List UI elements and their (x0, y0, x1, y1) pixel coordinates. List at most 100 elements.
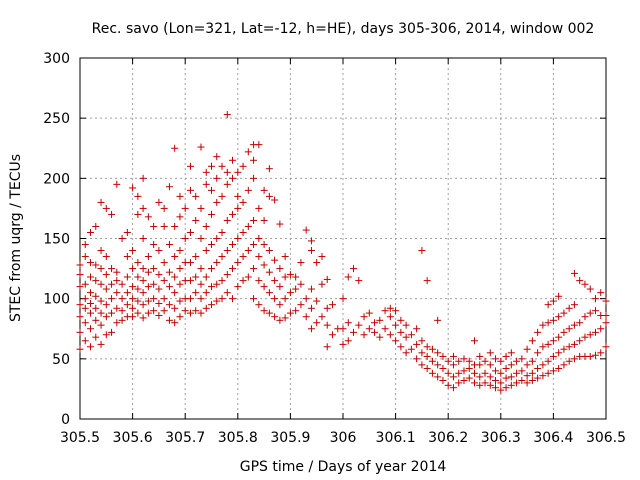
data-point (129, 265, 137, 273)
data-point (591, 351, 599, 359)
data-point (481, 379, 489, 387)
data-point (376, 333, 384, 341)
data-point (223, 180, 231, 188)
data-point (134, 285, 142, 293)
data-point (92, 333, 100, 341)
data-points (76, 111, 610, 394)
data-point (560, 328, 568, 336)
data-point (570, 321, 578, 329)
data-point (223, 216, 231, 224)
data-point (87, 273, 95, 281)
data-point (292, 307, 300, 315)
data-point (476, 373, 484, 381)
x-tick-label: 305.8 (218, 430, 258, 446)
data-point (208, 162, 215, 170)
data-point (513, 369, 521, 377)
data-point (129, 313, 137, 321)
data-point (176, 265, 184, 273)
data-point (392, 337, 400, 345)
data-point (244, 247, 252, 255)
data-point (523, 345, 531, 353)
data-point (281, 295, 289, 303)
data-point (160, 277, 168, 285)
data-point (350, 328, 358, 336)
data-point (307, 325, 315, 333)
data-point (281, 273, 289, 281)
data-point (197, 309, 205, 317)
data-point (218, 253, 226, 261)
data-point (197, 204, 205, 212)
data-point (565, 343, 573, 351)
data-point (234, 235, 242, 242)
data-point (576, 319, 584, 327)
data-point (144, 253, 152, 261)
data-point (528, 357, 536, 365)
data-point (434, 361, 442, 369)
data-point (139, 301, 147, 309)
data-point (97, 309, 105, 317)
data-point (570, 355, 578, 363)
data-point (513, 357, 521, 365)
data-point (581, 333, 589, 341)
data-point (134, 273, 142, 281)
x-tick-label: 306.4 (533, 430, 573, 446)
data-point (460, 376, 468, 384)
data-point (160, 204, 168, 212)
data-point (155, 312, 163, 320)
data-point (176, 247, 184, 255)
data-point (497, 369, 505, 377)
data-point (255, 235, 263, 242)
data-point (102, 331, 110, 339)
data-point (460, 355, 468, 363)
data-point (402, 321, 410, 329)
data-point (176, 313, 184, 321)
data-point (139, 174, 147, 182)
data-point (76, 328, 84, 336)
data-point (539, 343, 547, 351)
data-point (129, 184, 137, 192)
x-tick-label: 306 (330, 430, 357, 446)
data-point (602, 343, 610, 351)
data-point (260, 241, 268, 249)
data-point (208, 186, 215, 194)
data-point (123, 228, 131, 236)
data-point (113, 319, 121, 327)
data-point (213, 153, 221, 161)
data-point (265, 192, 273, 200)
data-point (286, 309, 294, 317)
data-point (386, 313, 394, 321)
data-point (76, 261, 84, 269)
data-point (328, 331, 336, 339)
data-point (97, 265, 105, 273)
data-point (281, 253, 289, 261)
data-point (165, 183, 173, 191)
data-point (176, 280, 184, 288)
y-tick-label: 250 (43, 111, 70, 127)
data-point (544, 301, 552, 309)
data-point (355, 277, 363, 285)
data-point (439, 364, 447, 372)
data-point (213, 198, 221, 206)
data-point (113, 268, 121, 276)
data-point (492, 384, 500, 392)
data-point (108, 280, 116, 288)
data-point (313, 297, 321, 305)
data-point (208, 265, 215, 273)
data-point (397, 316, 405, 324)
data-point (339, 325, 347, 333)
data-point (497, 357, 505, 365)
data-point (144, 309, 152, 317)
data-point (218, 192, 226, 200)
data-point (87, 343, 95, 351)
data-point (481, 357, 489, 365)
data-point (250, 295, 258, 303)
data-point (186, 228, 194, 236)
data-point (165, 301, 173, 309)
data-point (528, 376, 536, 384)
x-tick-label: 305.9 (270, 430, 310, 446)
data-point (218, 162, 226, 170)
data-point (555, 364, 563, 372)
data-point (523, 361, 531, 369)
data-point (360, 331, 368, 339)
data-point (355, 321, 363, 329)
